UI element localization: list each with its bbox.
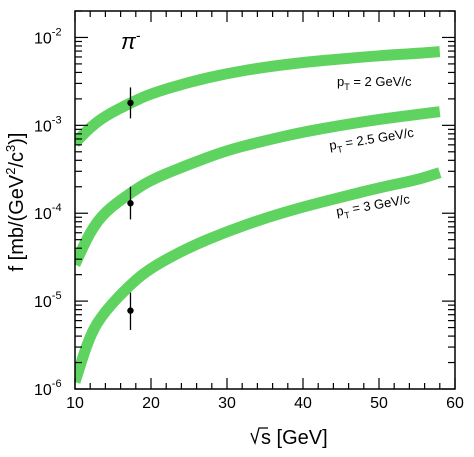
series-label-pt3-sub: T [343, 210, 351, 221]
y-tick-label: 10-5 [34, 290, 62, 311]
data-point-1 [127, 99, 134, 107]
x-tick-label: 30 [218, 395, 236, 412]
band-series-1 [75, 46, 441, 147]
y-tick-label: 10-6 [34, 378, 62, 399]
series-label-pt25-p: p [328, 137, 337, 153]
data-bands [75, 46, 442, 384]
y-tick-label-base: 10 [34, 294, 52, 311]
x-axis-label: s [GeV] [250, 427, 328, 449]
plot-frame [74, 10, 456, 390]
x-tick-label: 60 [446, 395, 464, 412]
y-tick-label-exp: -2 [52, 26, 62, 38]
y-tick-label: 10-2 [34, 26, 62, 47]
y-tick-label-base: 10 [34, 118, 52, 135]
x-tick-label: 50 [370, 395, 388, 412]
series-label-pt2-p: p [337, 74, 344, 89]
y-axis-label-part-2: /c [6, 152, 28, 168]
y-tick-label-base: 10 [34, 30, 52, 47]
y-tick-label-exp: -3 [52, 114, 62, 126]
band-series-2 [75, 106, 441, 267]
series-label-pt3-p: p [335, 203, 345, 219]
y-tick-label-exp: -4 [52, 202, 62, 214]
x-tick-label: 10 [66, 395, 84, 412]
series-label-pt2-sub: T [344, 82, 350, 92]
y-axis-label-sup-1: 2 [3, 168, 18, 175]
chart-title-sup: - [136, 27, 141, 43]
y-tick-label-exp: -5 [52, 290, 62, 302]
chart-title: π- [121, 27, 141, 54]
sqrt-sign-icon [250, 427, 268, 446]
series-label-pt2: pT = 2 GeV/c [337, 74, 412, 92]
y-axis-label-part-3: )] [6, 133, 28, 145]
chart-title-base: π [121, 29, 137, 54]
y-axis-label-sup-2: 3 [3, 145, 18, 152]
x-tick-label: 40 [294, 395, 312, 412]
data-point-3 [127, 307, 134, 314]
y-tick-label-base: 10 [34, 206, 52, 223]
y-tick-label: 10-4 [34, 202, 62, 223]
y-axis-label-part-1: f [mb/(GeV [6, 174, 28, 271]
y-tick-label-base: 10 [34, 382, 52, 399]
series-label-pt2-rest: = 2 GeV/c [350, 74, 412, 89]
series-label-pt25-sub: T [337, 144, 344, 155]
x-axis-label-text: s [GeV] [261, 427, 328, 449]
y-tick-label: 10-3 [34, 114, 62, 135]
data-points [127, 87, 134, 330]
x-axis-ticks: 10 20 30 40 50 60 [66, 11, 464, 412]
y-tick-label-exp: -6 [52, 378, 62, 390]
y-axis-label: f [mb/(GeV2/c3)] [3, 133, 28, 272]
x-tick-label: 20 [142, 395, 160, 412]
y-axis-ticks: 10-610-510-410-310-2 [34, 10, 455, 399]
band-series-3 [75, 167, 442, 384]
data-point-2 [127, 200, 134, 207]
